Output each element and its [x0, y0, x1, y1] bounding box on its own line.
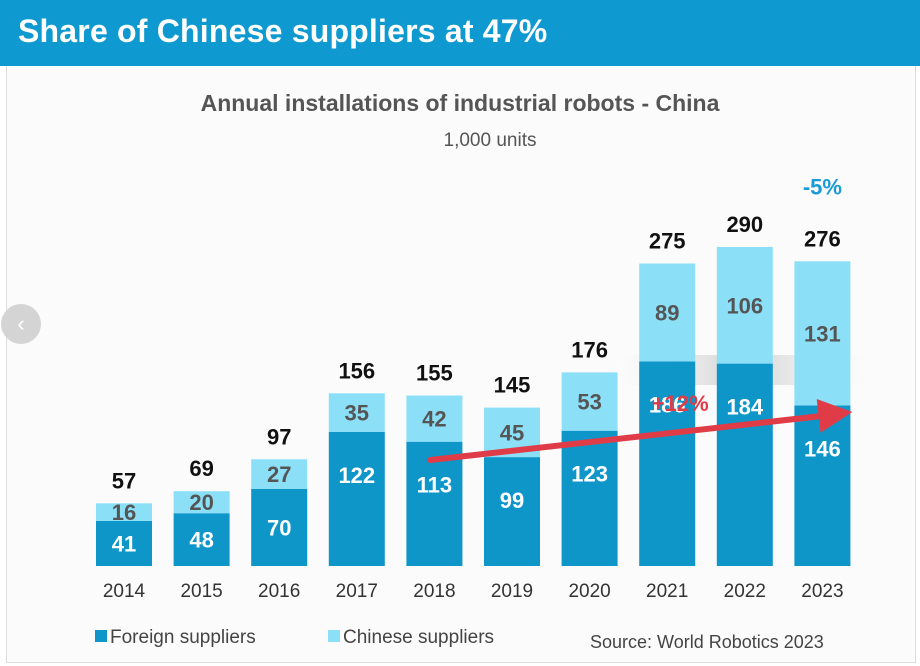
- value-label-foreign-2014: 41: [112, 531, 136, 556]
- bar-chinese-2018: [406, 395, 463, 442]
- total-label-2021: 275: [649, 229, 686, 254]
- bar-chinese-2022: [716, 247, 773, 364]
- chart-title: Annual installations of industrial robot…: [200, 90, 720, 116]
- legend-label-foreign: Foreign suppliers: [110, 627, 256, 648]
- legend-swatch-chinese: [328, 630, 340, 642]
- value-label-chinese-2020: 53: [577, 390, 601, 415]
- x-tick-label-2014: 2014: [103, 581, 146, 602]
- value-label-chinese-2015: 20: [189, 490, 213, 515]
- x-tick-label-2018: 2018: [413, 581, 455, 602]
- chart-subtitle: 1,000 units: [443, 130, 537, 151]
- legend-label-chinese: Chinese suppliers: [343, 627, 495, 648]
- value-label-foreign-2016: 70: [267, 516, 291, 541]
- value-label-chinese-2019: 45: [500, 420, 524, 445]
- value-label-foreign-2020: 123: [571, 462, 608, 487]
- x-tick-label-2021: 2021: [646, 581, 688, 602]
- x-tick-label-2022: 2022: [724, 581, 766, 602]
- header-bar: Share of Chinese suppliers at 47%: [0, 0, 920, 66]
- value-label-chinese-2018: 42: [422, 407, 446, 432]
- total-label-2014: 57: [112, 468, 136, 493]
- total-label-2016: 97: [267, 424, 291, 449]
- bar-foreign-2017: [328, 431, 385, 566]
- bar-foreign-2023: [794, 405, 851, 566]
- change-label-2023: -5%: [803, 174, 842, 199]
- value-label-foreign-2022: 184: [726, 395, 763, 420]
- bar-chinese-2015: [173, 491, 230, 514]
- x-tick-label-2015: 2015: [180, 581, 222, 602]
- total-label-2017: 156: [338, 358, 375, 383]
- x-tick-label-2019: 2019: [491, 581, 533, 602]
- bar-foreign-2020: [561, 430, 618, 566]
- bar-foreign-2015: [173, 513, 230, 566]
- legend-swatch-foreign: [95, 630, 107, 642]
- bar-foreign-2016: [251, 489, 308, 566]
- bar-chinese-2021: [639, 263, 696, 362]
- value-label-foreign-2017: 122: [338, 463, 375, 488]
- legend-item-foreign: Foreign suppliers: [95, 627, 256, 649]
- x-tick-label-2020: 2020: [568, 581, 610, 602]
- legend-item-chinese: Chinese suppliers: [328, 627, 494, 649]
- x-tick-label-2016: 2016: [258, 581, 300, 602]
- x-tick-label-2017: 2017: [336, 581, 378, 602]
- value-label-chinese-2014: 16: [112, 500, 136, 525]
- bar-chinese-2016: [251, 459, 308, 489]
- value-label-chinese-2017: 35: [345, 401, 369, 426]
- growth-arrow-head: [816, 398, 853, 433]
- total-label-2015: 69: [189, 456, 213, 481]
- previous-slide-button[interactable]: ‹: [1, 304, 41, 344]
- value-label-chinese-2016: 27: [267, 462, 291, 487]
- bar-foreign-2021: [639, 361, 696, 566]
- chevron-left-icon: ‹: [17, 311, 25, 336]
- bar-foreign-2019: [484, 457, 540, 566]
- bar-chinese-2020: [561, 372, 618, 431]
- value-label-chinese-2021: 89: [655, 300, 679, 325]
- total-label-2019: 145: [494, 373, 531, 398]
- total-label-2018: 155: [416, 361, 453, 386]
- bar-chinese-2023: [794, 261, 851, 406]
- total-label-2020: 176: [571, 337, 608, 362]
- x-tick-label-2023: 2023: [801, 581, 843, 602]
- growth-label: +12%: [652, 391, 709, 416]
- total-label-2023: 276: [804, 226, 841, 251]
- source-note: Source: World Robotics 2023: [590, 632, 824, 652]
- value-label-foreign-2018: 113: [417, 473, 453, 498]
- value-label-foreign-2023: 146: [804, 436, 841, 461]
- bar-chinese-2014: [96, 503, 152, 521]
- page-title: Share of Chinese suppliers at 47%: [18, 13, 548, 49]
- bar-chinese-2017: [328, 393, 385, 432]
- bar-foreign-2014: [96, 520, 152, 566]
- value-label-foreign-2021: 186: [649, 392, 686, 417]
- bar-foreign-2022: [716, 363, 773, 566]
- value-label-foreign-2015: 48: [189, 528, 213, 553]
- value-label-foreign-2019: 99: [500, 488, 524, 513]
- value-label-chinese-2022: 106: [726, 293, 763, 318]
- total-label-2022: 290: [726, 212, 763, 237]
- growth-arrow-line: [427, 412, 834, 463]
- value-label-chinese-2023: 131: [804, 321, 841, 346]
